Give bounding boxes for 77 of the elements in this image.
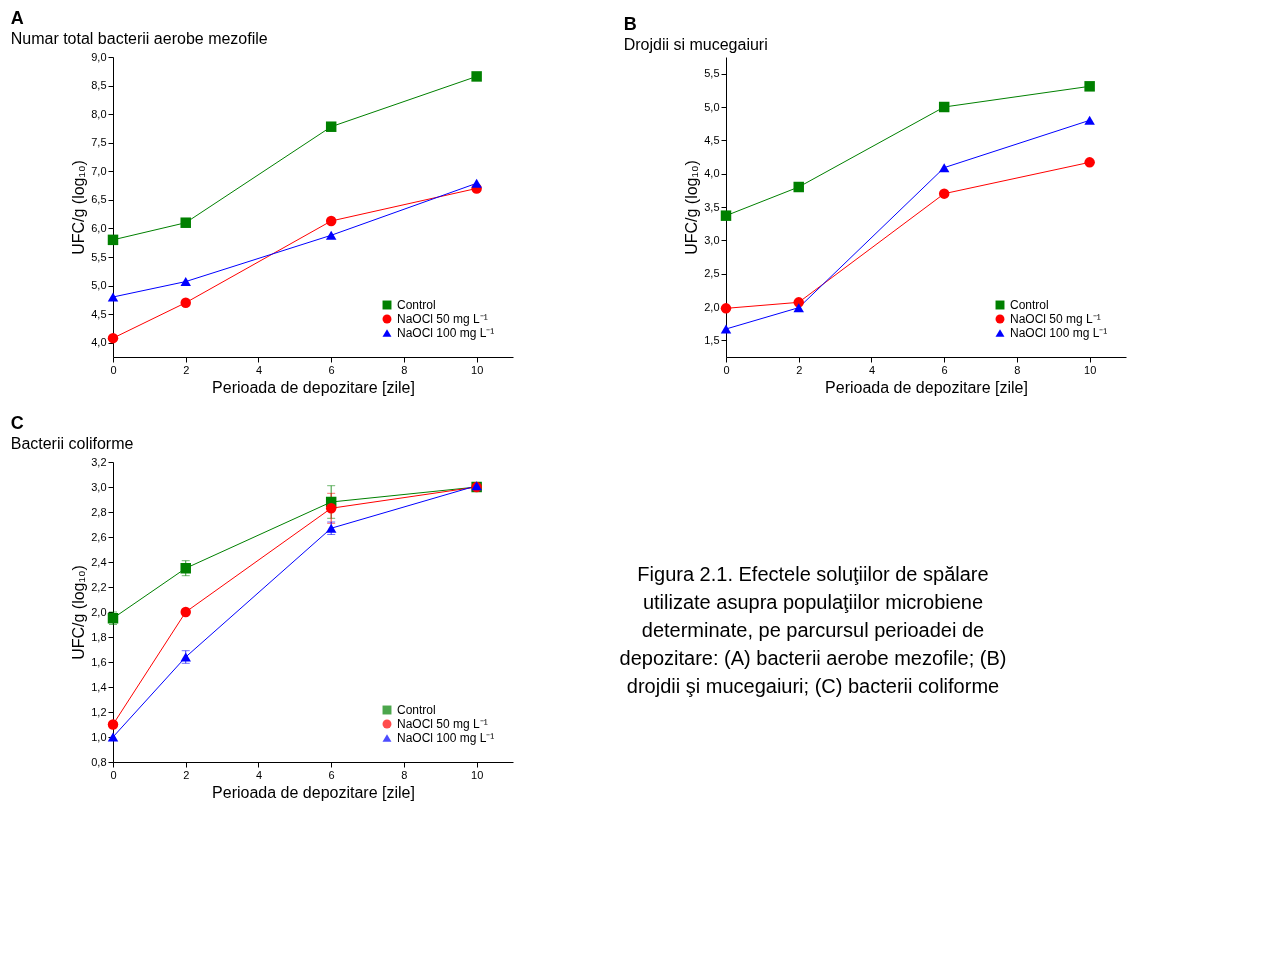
x-tick-label: 2 xyxy=(796,363,803,376)
x-tick-label: 8 xyxy=(401,768,408,781)
y-tick-label: 3,5 xyxy=(704,200,720,213)
x-tick-label: 6 xyxy=(328,768,335,781)
y-tick-label: 7,0 xyxy=(91,164,107,177)
y-tick-label: 6,5 xyxy=(91,193,107,206)
x-tick-label: 10 xyxy=(471,768,484,781)
x-tick-label: 4 xyxy=(255,363,263,376)
y-axis-title: UFC/g (log₁₀) xyxy=(683,160,701,255)
legend-label: NaOCl 50 mg L⁻¹ xyxy=(397,312,488,326)
legend-label: NaOCl 100 mg L⁻¹ xyxy=(1010,326,1108,340)
chart-title: Bacterii coliforme xyxy=(10,435,134,452)
y-tick-label: 4,0 xyxy=(91,336,107,349)
y-tick-label: 3,0 xyxy=(704,233,720,246)
x-tick-label: 10 xyxy=(1084,363,1097,376)
chart-title: Drojdii si mucegaiuri xyxy=(623,36,768,53)
text: C xyxy=(10,413,24,433)
legend-label: Control xyxy=(397,298,436,312)
y-tick-label: 5,0 xyxy=(704,100,720,113)
x-axis-title: Perioada de depozitare [zile] xyxy=(212,783,415,801)
x-tick-label: 2 xyxy=(183,768,190,781)
y-tick-label: 4,5 xyxy=(704,133,720,146)
y-tick-label: 1,5 xyxy=(704,333,720,346)
chart-title: Numar total bacterii aerobe mezofile xyxy=(10,30,268,47)
y-tick-label: 2,0 xyxy=(704,300,720,313)
x-tick-label: 8 xyxy=(1014,363,1021,376)
y-tick-label: 6,0 xyxy=(91,221,107,234)
y-tick-label: 3,0 xyxy=(91,480,107,493)
text: drojdii şi mucegaiuri; (C) bacterii coliforme xyxy=(626,675,1000,697)
x-tick-label: 0 xyxy=(110,768,117,781)
text: B xyxy=(623,14,637,34)
y-tick-label: 1,4 xyxy=(91,680,107,693)
y-tick-label: 2,4 xyxy=(91,555,107,568)
text: Figura 2.1. Efectele soluţiilor de spălare xyxy=(637,563,989,585)
legend-label: Control xyxy=(397,703,436,717)
y-tick-label: 1,6 xyxy=(91,655,107,668)
x-axis-title: Perioada de depozitare [zile] xyxy=(825,378,1028,396)
y-axis-title: UFC/g (log₁₀) xyxy=(70,565,88,660)
legend-label: NaOCl 100 mg L⁻¹ xyxy=(397,326,495,340)
y-tick-label: 2,8 xyxy=(91,505,107,518)
y-tick-label: 1,8 xyxy=(91,630,107,643)
y-tick-label: 1,0 xyxy=(91,730,107,743)
x-tick-label: 0 xyxy=(110,363,117,376)
x-tick-label: 4 xyxy=(255,768,263,781)
x-tick-label: 10 xyxy=(471,363,484,376)
text: A xyxy=(10,8,24,28)
x-axis-title: Perioada de depozitare [zile] xyxy=(212,378,415,396)
y-tick-label: 1,2 xyxy=(91,705,107,718)
y-tick-label: 2,5 xyxy=(704,267,720,280)
text: determinate, pe parcursul perioadei de xyxy=(641,619,985,641)
legend-label: NaOCl 50 mg L⁻¹ xyxy=(397,717,488,731)
text: utilizate asupra populaţiilor microbiene xyxy=(642,591,984,613)
y-tick-label: 2,6 xyxy=(91,530,107,543)
y-tick-label: 5,5 xyxy=(91,250,107,263)
y-tick-label: 3,2 xyxy=(91,455,107,468)
y-tick-label: 8,0 xyxy=(91,107,107,120)
legend-label: NaOCl 50 mg L⁻¹ xyxy=(1010,312,1101,326)
x-tick-label: 8 xyxy=(401,363,408,376)
y-tick-label: 2,2 xyxy=(91,580,107,593)
y-tick-label: 4,5 xyxy=(91,307,107,320)
x-tick-label: 6 xyxy=(328,363,335,376)
x-tick-label: 4 xyxy=(868,363,876,376)
y-tick-label: 2,0 xyxy=(91,605,107,618)
y-tick-label: 7,5 xyxy=(91,136,107,149)
text: depozitare: (A) bacterii aerobe mezofile; (B) xyxy=(619,647,1007,669)
y-tick-label: 0,8 xyxy=(91,755,107,768)
y-tick-label: 8,5 xyxy=(91,79,107,92)
y-tick-label: 5,0 xyxy=(91,279,107,292)
legend-label: NaOCl 100 mg L⁻¹ xyxy=(397,731,495,745)
y-tick-label: 4,0 xyxy=(704,167,720,180)
x-tick-label: 2 xyxy=(183,363,190,376)
x-tick-label: 0 xyxy=(723,363,730,376)
y-tick-label: 9,0 xyxy=(91,50,107,63)
y-axis-title: UFC/g (log₁₀) xyxy=(70,160,88,255)
x-tick-label: 6 xyxy=(941,363,948,376)
legend-label: Control xyxy=(1010,298,1049,312)
y-tick-label: 5,5 xyxy=(704,67,720,80)
